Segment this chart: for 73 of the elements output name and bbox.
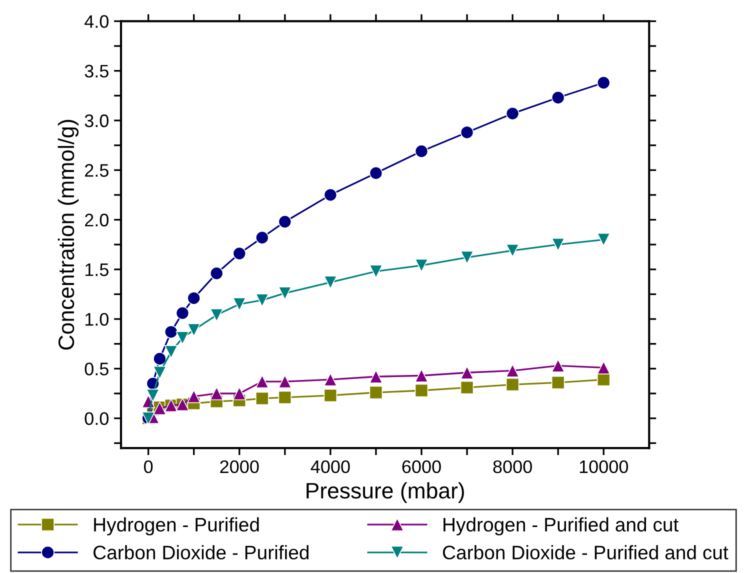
point [369,386,383,400]
point [232,297,246,311]
point [255,374,269,388]
point [153,366,166,380]
y-tick-label: 0.0 [84,412,109,426]
point [232,386,246,400]
point [324,388,338,402]
x-tick-label: 10000 [580,460,628,474]
legend-label: Hydrogen - Purified and cut [444,517,679,536]
point [369,166,383,180]
y-tick-label: 1.0 [85,312,109,326]
x-tick-label: 8000 [493,460,532,474]
point [210,308,224,322]
point [255,392,269,406]
point [596,361,610,374]
point [414,384,428,398]
x-axis-title: Pressure (mbar) [306,482,464,503]
point [414,368,428,382]
legend-label: Carbon Dioxide - Purified [94,545,309,560]
y-tick-label: 2.0 [85,214,109,226]
point [146,388,160,402]
point [187,292,201,305]
x-tick-label: 2000 [220,460,259,474]
point [460,366,474,380]
point [324,372,338,386]
point [210,266,224,280]
x-tick-label: 4000 [310,460,350,474]
point [506,364,520,378]
point [596,372,610,386]
y-tick-label: 2.5 [85,164,108,177]
point [551,376,565,390]
point [551,90,565,104]
point [506,244,520,258]
y-tick-label: 3.5 [84,64,108,78]
point [255,293,269,307]
point [414,258,428,272]
point [232,246,246,260]
x-tick-label: 0 [144,460,153,474]
point [278,215,292,228]
point [278,390,292,404]
point [164,325,178,339]
point [324,188,338,202]
point [596,232,610,246]
point [187,323,201,337]
point [551,238,565,252]
point [460,380,474,394]
legend-label: Carbon Dioxide - Purified and cut [442,545,728,560]
point [210,386,224,400]
point [278,374,292,388]
point [551,359,565,372]
y-tick-label: 1.5 [85,264,108,276]
point [164,345,178,358]
legend-label: Hydrogen - Purified [94,517,259,536]
point [176,306,190,320]
point [369,370,383,384]
point [506,378,520,392]
y-axis-title: Concentration (mmol/g) [58,120,79,350]
point [596,76,610,90]
point [176,331,190,345]
point [187,390,201,404]
x-tick-label: 6000 [402,460,441,474]
point [255,230,269,244]
point [324,276,338,289]
point [460,126,474,140]
y-tick-label: 4.0 [84,15,109,28]
point [460,250,474,264]
point [369,264,383,278]
point [506,106,520,120]
y-tick-label: 3.0 [84,114,109,128]
point [414,144,428,158]
y-tick-label: 0.5 [84,362,108,376]
point [278,286,292,300]
point [153,352,166,366]
